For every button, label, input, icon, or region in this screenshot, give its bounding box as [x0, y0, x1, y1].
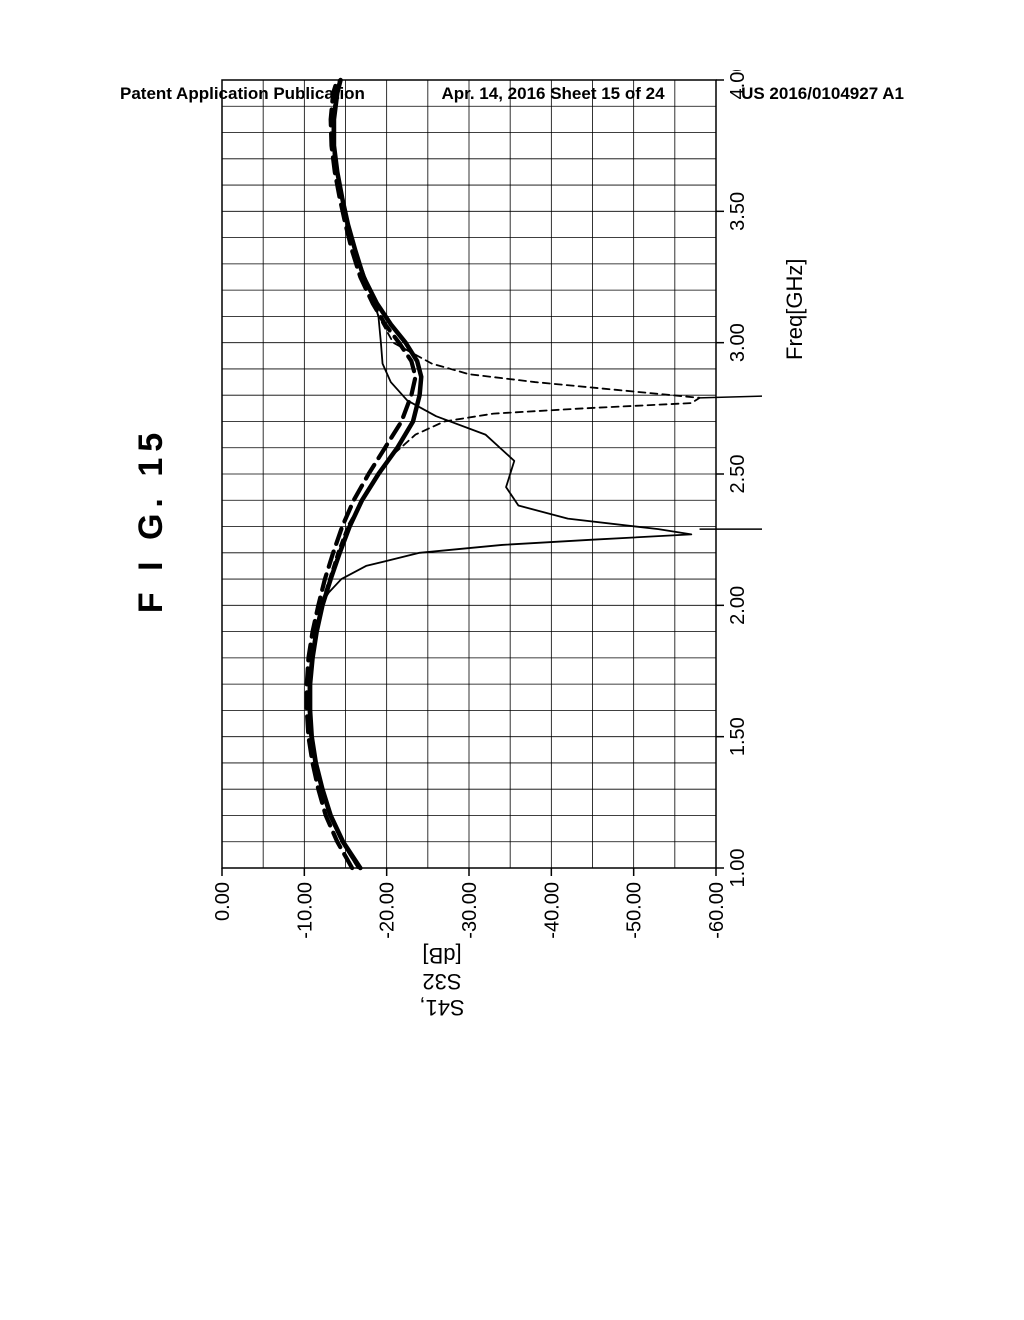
svg-text:-10.00: -10.00	[294, 882, 316, 939]
svg-text:4.00: 4.00	[727, 70, 749, 99]
figure-title: F I G. 15	[132, 427, 171, 613]
svg-text:-40.00: -40.00	[541, 882, 563, 939]
svg-text:2.00: 2.00	[727, 586, 749, 625]
figure-container: F I G. 15 S41, S32 [dB] 1.00 1.50 2.00 2.50…	[122, 0, 902, 1070]
svg-text:0.00: 0.00	[212, 882, 234, 921]
svg-text:-20.00: -20.00	[377, 882, 399, 939]
chart-area: 1.00 1.50 2.00 2.50 3.00 3.50 4.00 0.00 -10.00 -2…	[212, 70, 762, 950]
svg-text:-50.00: -50.00	[624, 882, 646, 939]
svg-text:-30.00: -30.00	[459, 882, 481, 939]
chart-svg: 1.00 1.50 2.00 2.50 3.00 3.50 4.00 0.00 -10.00 -2…	[212, 70, 762, 950]
x-axis-label: Freq[GHz]	[782, 259, 808, 360]
svg-text:-60.00: -60.00	[706, 882, 728, 939]
svg-text:2.50: 2.50	[727, 455, 749, 494]
svg-text:3.50: 3.50	[727, 192, 749, 231]
svg-text:1.50: 1.50	[727, 717, 749, 756]
svg-text:1.00: 1.00	[727, 849, 749, 888]
svg-text:3.00: 3.00	[727, 323, 749, 362]
y-axis-label: S41, S32 [dB]	[402, 942, 482, 1020]
